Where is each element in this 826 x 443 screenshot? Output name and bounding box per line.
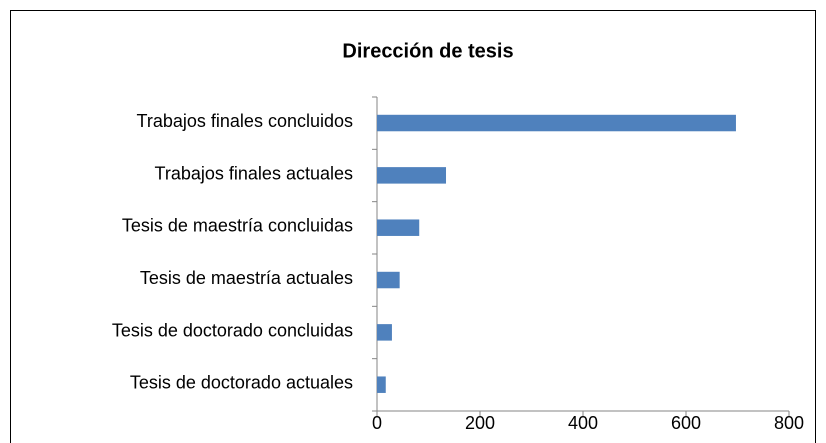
bar xyxy=(377,219,420,236)
x-tick-label: 600 xyxy=(671,413,701,433)
y-tick-label: Tesis de doctorado actuales xyxy=(130,373,353,393)
bar xyxy=(377,376,386,393)
x-tick-label: 400 xyxy=(568,413,598,433)
chart-title: Dirección de tesis xyxy=(342,40,513,62)
bar xyxy=(377,271,400,289)
y-tick-label: Trabajos finales concluidos xyxy=(137,111,353,131)
y-tick-label: Tesis de maestría actuales xyxy=(140,268,353,288)
bar xyxy=(377,114,736,132)
x-tick-label: 800 xyxy=(774,413,804,433)
y-tick-label: Trabajos finales actuales xyxy=(155,163,353,183)
x-tick-label: 200 xyxy=(465,413,495,433)
y-tick-label: Tesis de doctorado concluidas xyxy=(112,320,353,340)
bar xyxy=(377,167,447,184)
bar xyxy=(377,324,392,341)
x-tick-label: 0 xyxy=(372,413,382,433)
y-tick-label: Tesis de maestría concluidas xyxy=(122,216,353,236)
